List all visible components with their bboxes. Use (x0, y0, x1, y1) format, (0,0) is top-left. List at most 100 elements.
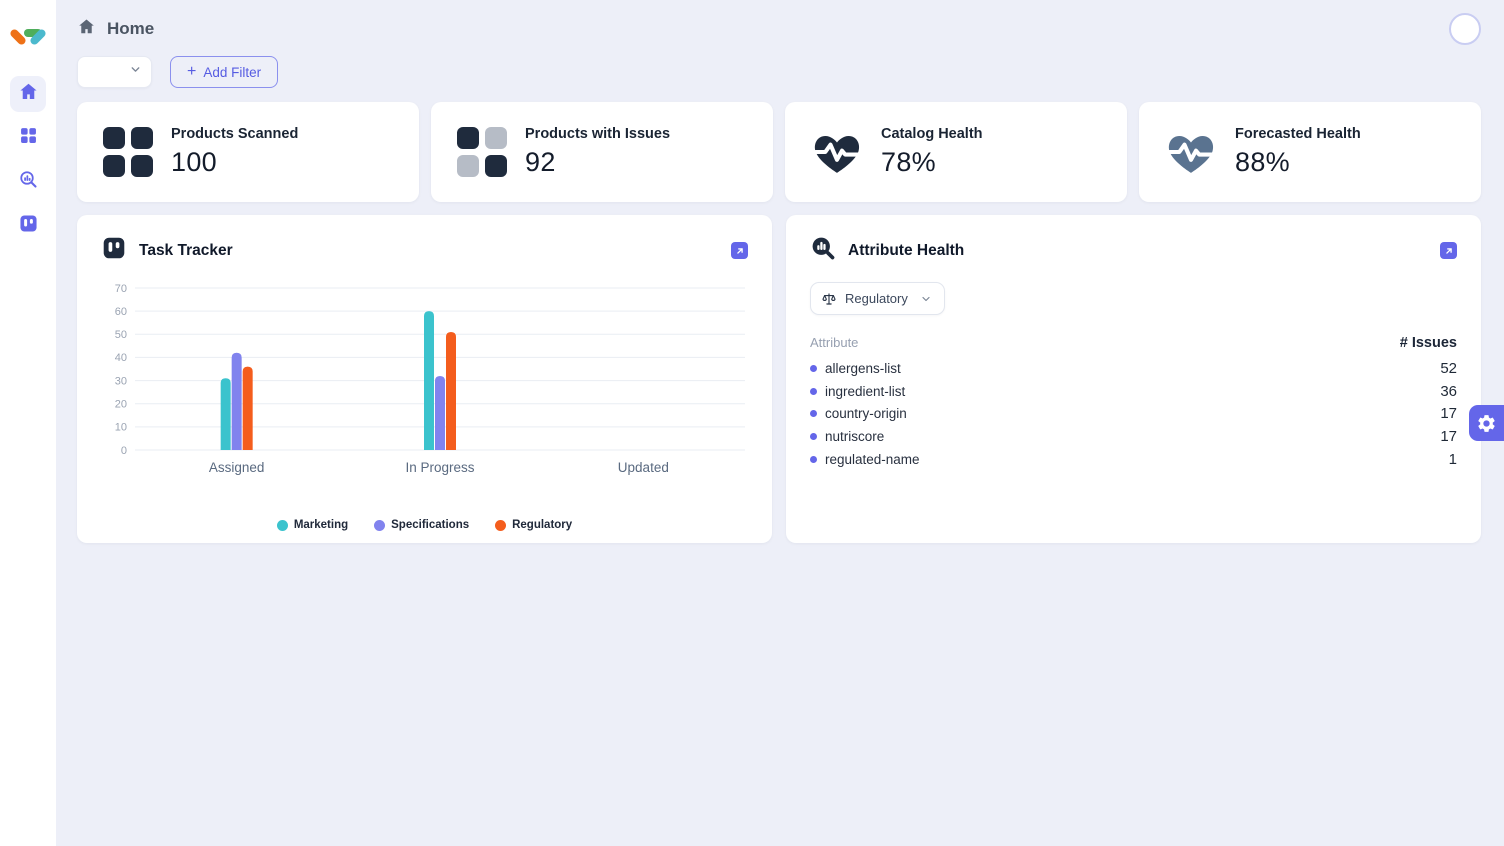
grid-icon (18, 125, 39, 151)
page-title: Home (107, 19, 155, 38)
bar-marketing-assigned (220, 378, 231, 450)
stat-label: Products with Issues (525, 126, 671, 142)
y-tick-label: 30 (115, 375, 127, 387)
x-category-label: Updated (618, 460, 669, 475)
settings-button[interactable] (1469, 405, 1504, 441)
filter-row: + Add Filter (77, 56, 1481, 88)
attribute-name: ingredient-list (810, 384, 905, 399)
add-filter-label: Add Filter (203, 64, 262, 80)
stat-card-forecasted-health: Forecasted Health 88% (1139, 102, 1481, 202)
stat-card-products-scanned: Products Scanned 100 (77, 102, 419, 202)
bar-specifications-in-progress (435, 375, 445, 450)
attribute-table-header: Attribute # Issues (810, 335, 1457, 351)
breadcrumb-home-icon (77, 17, 96, 41)
panels-row: Task Tracker 0 10 20 30 40 50 60 70 Assigned In P… (77, 215, 1481, 543)
stat-label: Forecasted Health (1235, 126, 1361, 142)
app-logo (8, 20, 48, 52)
y-tick-label: 40 (115, 352, 127, 364)
y-tick-label: 70 (115, 283, 127, 295)
user-avatar[interactable] (1449, 13, 1481, 45)
attribute-label: regulated-name (825, 452, 920, 468)
issues-count: 1 (1448, 451, 1457, 469)
task-tracker-icon (101, 235, 127, 266)
attribute-name: regulated-name (810, 452, 920, 467)
legend-item-regulatory: Regulatory (495, 519, 572, 531)
attribute-name: allergens-list (810, 361, 901, 376)
task-tracker-expand-button[interactable] (731, 242, 748, 259)
attribute-health-expand-button[interactable] (1440, 242, 1457, 259)
task-tracker-title: Task Tracker (139, 241, 233, 259)
chevron-down-icon (922, 296, 930, 301)
stat-value: 78% (881, 147, 936, 177)
search-chart-icon (18, 169, 39, 195)
attribute-category-select[interactable]: Regulatory (810, 282, 945, 315)
bullet-dot-icon (810, 456, 817, 464)
breadcrumb: Home (77, 17, 154, 41)
legend-label: Specifications (391, 519, 470, 531)
view-filter-select[interactable] (77, 56, 152, 88)
attribute-row-nutriscore[interactable]: nutriscore 17 (810, 425, 1457, 448)
legend-item-marketing: Marketing (276, 519, 349, 531)
x-category-label: In Progress (405, 460, 474, 475)
sidebar-item-home[interactable] (10, 76, 46, 112)
avatar-logo-icon (1460, 24, 1471, 33)
gear-icon (1478, 414, 1495, 432)
issues-count: 17 (1440, 428, 1457, 446)
kanban-icon (18, 213, 39, 239)
legend-label: Marketing (293, 519, 349, 531)
stat-card-products-with-issues: Products with Issues 92 (431, 102, 773, 202)
y-tick-label: 20 (115, 399, 127, 411)
bullet-dot-icon (810, 364, 817, 372)
stats-row: Products Scanned 100 Products with Issue… (77, 102, 1481, 202)
attribute-health-title: Attribute Health (848, 241, 965, 259)
bar-regulatory-in-progress (446, 331, 456, 450)
stat-card-catalog-health: Catalog Health 78% (785, 102, 1127, 202)
attribute-name: nutriscore (810, 429, 884, 444)
y-tick-label: 0 (121, 445, 127, 457)
attribute-row-ingredient-list[interactable]: ingredient-list 36 (810, 380, 1457, 403)
chevron-down-icon (129, 63, 142, 81)
stat-value: 100 (171, 147, 217, 177)
legend-label: Regulatory (512, 519, 573, 531)
sidebar-item-dashboard[interactable] (10, 120, 46, 156)
attribute-health-panel: Attribute Health Regulatory Attribute # … (786, 215, 1481, 543)
task-tracker-chart: 0 10 20 30 40 50 60 70 Assigned In Progress Update… (101, 276, 748, 517)
attribute-label: nutriscore (825, 429, 885, 445)
task-tracker-panel: Task Tracker 0 10 20 30 40 50 60 70 Assigned In P… (77, 215, 772, 543)
attribute-row-regulated-name[interactable]: regulated-name 1 (810, 448, 1457, 471)
heart-pulse-forecast-icon (1165, 128, 1217, 176)
stat-value: 88% (1235, 147, 1290, 177)
column-issues: # Issues (1399, 335, 1457, 351)
task-tracker-header: Task Tracker (101, 235, 748, 266)
home-icon (18, 81, 39, 107)
bar-specifications-assigned (231, 352, 242, 450)
sidebar-item-insights[interactable] (10, 164, 46, 200)
attribute-category-value: Regulatory (845, 291, 908, 306)
sidebar (0, 0, 56, 846)
stat-value: 92 (525, 147, 556, 177)
chart-legend: Marketing Specifications Regulatory (101, 519, 748, 531)
attribute-name: country-origin (810, 406, 907, 421)
heart-pulse-icon (811, 128, 863, 176)
legend-dot (495, 519, 507, 531)
attribute-row-country-origin[interactable]: country-origin 17 (810, 403, 1457, 426)
attribute-health-icon (810, 235, 836, 266)
expand-arrow-icon (1445, 247, 1452, 254)
bullet-dot-icon (810, 433, 817, 441)
scales-icon (822, 292, 836, 305)
column-attribute: Attribute (810, 335, 859, 350)
add-filter-button[interactable]: + Add Filter (170, 56, 279, 88)
issues-count: 17 (1440, 405, 1457, 423)
x-category-label: Assigned (209, 460, 265, 475)
attribute-row-allergens-list[interactable]: allergens-list 52 (810, 357, 1457, 380)
expand-arrow-icon (736, 247, 743, 254)
bar-regulatory-assigned (242, 366, 253, 450)
sidebar-item-tasks[interactable] (10, 208, 46, 244)
products-scanned-icon (103, 127, 153, 177)
legend-item-specifications: Specifications (374, 519, 469, 531)
y-tick-label: 60 (115, 306, 127, 318)
y-tick-label: 10 (115, 422, 127, 434)
issues-count: 36 (1440, 382, 1457, 400)
legend-dot (374, 519, 386, 531)
stat-label: Products Scanned (171, 126, 299, 142)
